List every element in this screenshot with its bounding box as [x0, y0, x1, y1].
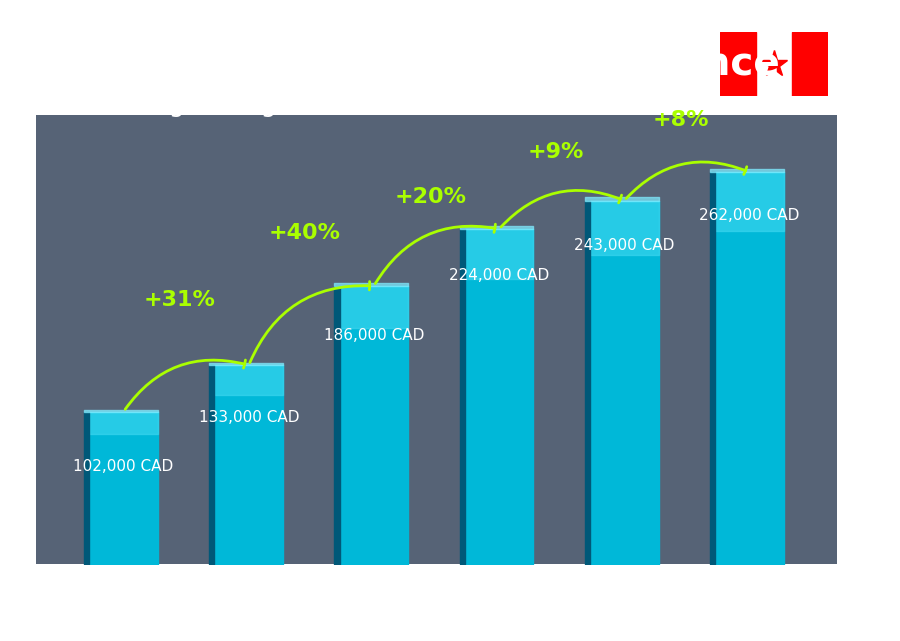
Text: +40%: +40%: [269, 222, 341, 242]
Text: salaryexplorer.com: salaryexplorer.com: [354, 610, 546, 628]
Text: 102,000 CAD: 102,000 CAD: [74, 460, 174, 474]
Text: +8%: +8%: [652, 110, 709, 130]
Text: Average Yearly Salary: Average Yearly Salary: [860, 253, 873, 388]
Text: 133,000 CAD: 133,000 CAD: [199, 410, 299, 425]
Text: +20%: +20%: [394, 187, 466, 206]
Text: 243,000 CAD: 243,000 CAD: [574, 238, 674, 253]
Text: Accounting Manager: Accounting Manager: [45, 93, 302, 117]
Text: +9%: +9%: [527, 142, 583, 162]
Bar: [792, 32, 828, 96]
Text: Salary Comparison By Experience: Salary Comparison By Experience: [45, 45, 779, 83]
Text: 224,000 CAD: 224,000 CAD: [449, 268, 549, 283]
Text: 186,000 CAD: 186,000 CAD: [324, 328, 424, 343]
Text: +31%: +31%: [144, 290, 216, 310]
Text: 262,000 CAD: 262,000 CAD: [699, 208, 799, 223]
Bar: [720, 32, 756, 96]
